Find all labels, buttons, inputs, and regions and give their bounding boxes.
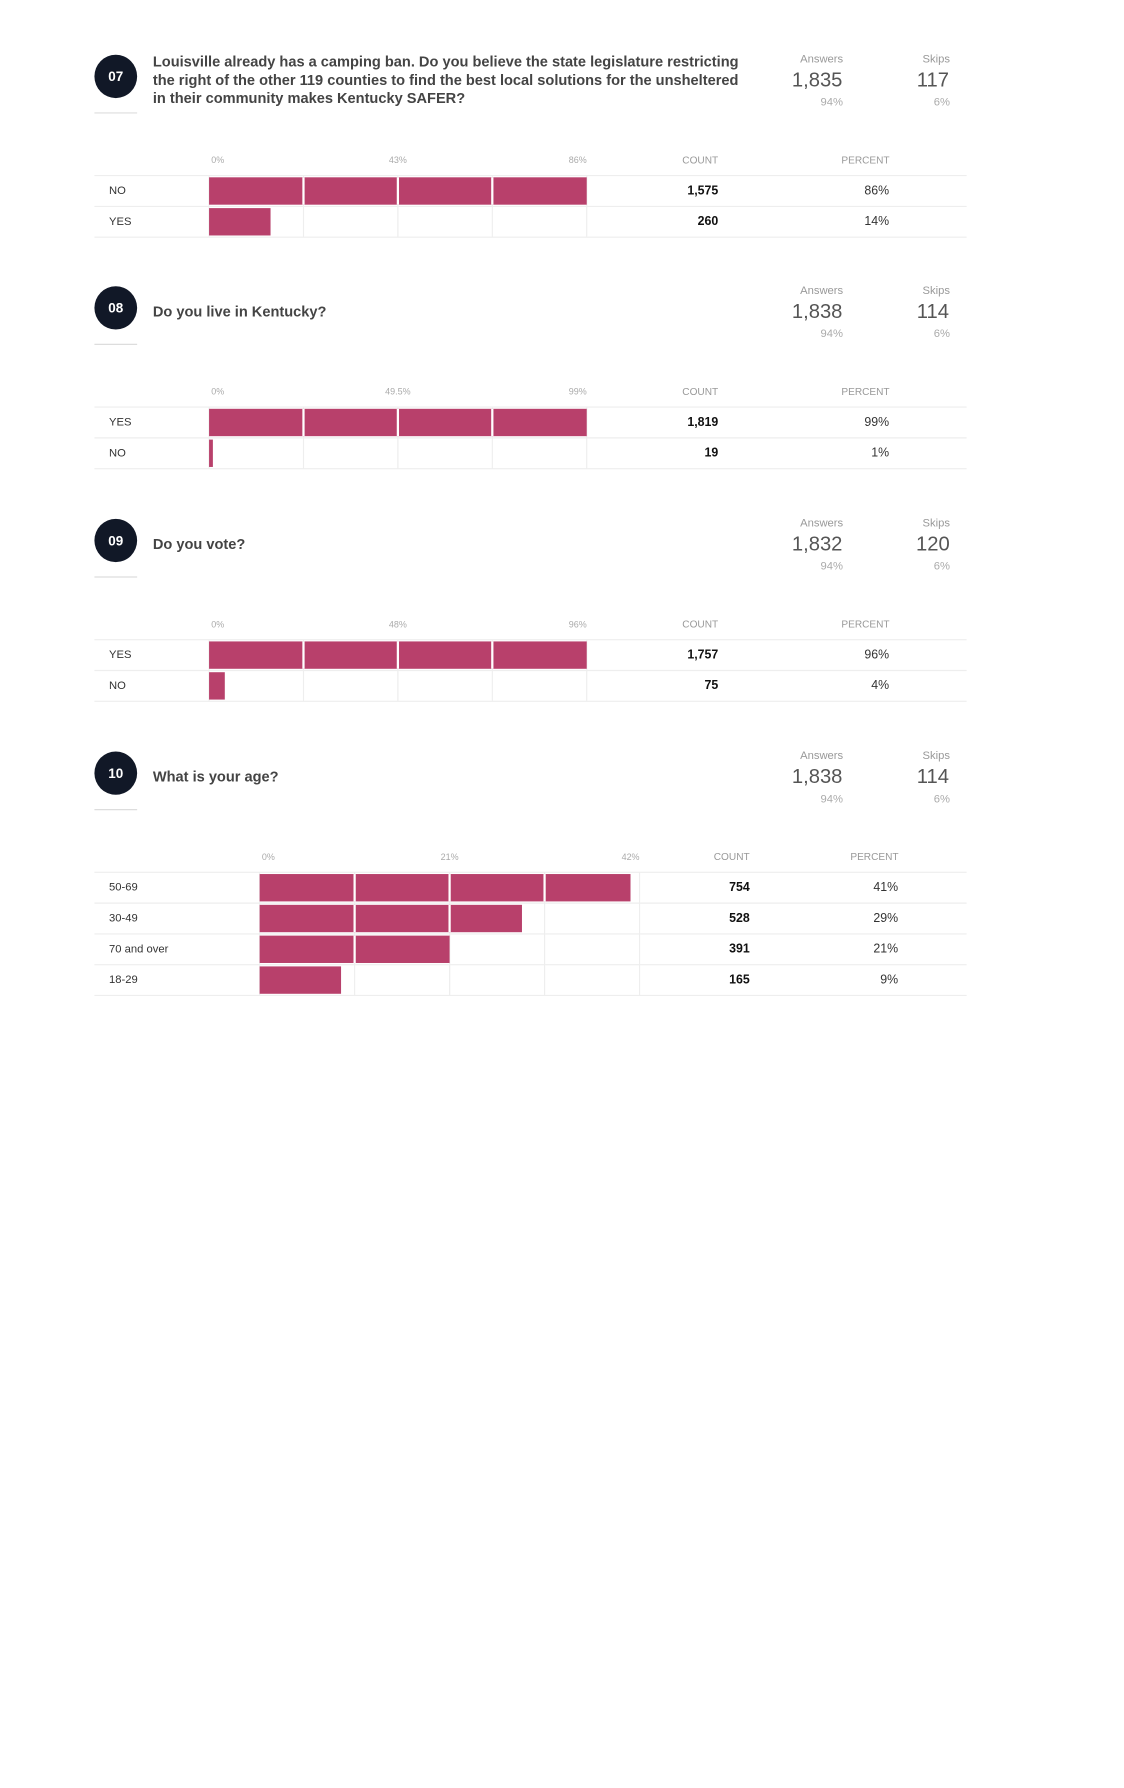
percent-value: 96% (864, 647, 889, 661)
question-text: Do you vote? (153, 537, 245, 553)
question-number: 10 (108, 766, 123, 781)
question-text: in their community makes Kentucky SAFER? (153, 91, 465, 107)
x-tick-label: 48% (389, 619, 407, 629)
answers-label: Answers (800, 750, 843, 762)
question-number: 09 (108, 533, 123, 548)
question-text: What is your age? (153, 770, 279, 786)
x-tick-label: 0% (211, 619, 224, 629)
count-value: 1,757 (687, 647, 718, 661)
count-header: COUNT (714, 852, 750, 863)
answers-percent: 94% (821, 97, 843, 109)
percent-value: 29% (873, 911, 898, 925)
answers-percent: 94% (821, 328, 843, 340)
count-value: 1,819 (687, 415, 718, 429)
x-tick-label: 21% (441, 852, 459, 862)
x-tick-label: 0% (262, 852, 275, 862)
count-value: 391 (729, 942, 750, 956)
skips-count: 114 (917, 766, 949, 788)
skips-percent: 6% (934, 328, 950, 340)
bar (259, 904, 522, 933)
skips-count: 117 (917, 69, 949, 91)
percent-value: 86% (864, 183, 889, 197)
x-tick-label: 96% (569, 619, 587, 629)
count-value: 165 (729, 972, 750, 986)
skips-count: 120 (916, 533, 950, 555)
percent-header: PERCENT (841, 387, 889, 398)
row-label: YES (109, 649, 132, 661)
question-badge (94, 286, 138, 330)
answers-label: Answers (800, 285, 843, 297)
row-label: YES (109, 416, 132, 428)
count-header: COUNT (682, 155, 718, 166)
percent-value: 41% (873, 880, 898, 894)
row-label: 30-49 (109, 912, 138, 924)
count-header: COUNT (682, 620, 718, 631)
x-tick-label: 49.5% (385, 387, 410, 397)
question-badge (94, 751, 138, 795)
answers-percent: 94% (821, 561, 843, 573)
answers-count: 1,832 (792, 533, 843, 555)
skips-percent: 6% (934, 97, 950, 109)
percent-header: PERCENT (850, 852, 898, 863)
percent-value: 99% (864, 415, 889, 429)
row-label: YES (109, 216, 132, 228)
answers-count: 1,835 (792, 69, 843, 91)
row-label: NO (109, 447, 126, 459)
bar (259, 874, 631, 902)
row-label: 70 and over (109, 943, 169, 955)
percent-value: 1% (871, 445, 889, 459)
bar (209, 439, 213, 467)
percent-value: 21% (873, 942, 898, 956)
percent-header: PERCENT (841, 620, 889, 631)
skips-label: Skips (923, 750, 951, 762)
skips-label: Skips (923, 285, 951, 297)
count-value: 528 (729, 911, 750, 925)
count-value: 1,575 (687, 183, 718, 197)
question-number: 08 (108, 301, 123, 316)
skips-percent: 6% (934, 793, 950, 805)
answers-count: 1,838 (792, 301, 843, 323)
count-value: 75 (704, 678, 718, 692)
question-text: Louisville already has a camping ban. Do… (153, 55, 739, 71)
bar (209, 208, 271, 236)
row-label: 50-69 (109, 882, 138, 894)
count-value: 260 (698, 214, 719, 228)
x-tick-label: 99% (569, 387, 587, 397)
question-badge (94, 54, 138, 99)
x-tick-label: 42% (622, 852, 640, 862)
percent-value: 4% (871, 678, 889, 692)
question-text: the right of the other 119 counties to f… (153, 73, 739, 89)
bar (209, 672, 225, 700)
bar (259, 966, 342, 994)
count-value: 754 (729, 880, 750, 894)
skips-count: 114 (917, 301, 949, 323)
row-label: 18-29 (109, 974, 138, 986)
x-tick-label: 0% (211, 155, 224, 165)
question-number: 07 (108, 69, 123, 84)
skips-percent: 6% (934, 561, 950, 573)
count-value: 19 (704, 445, 718, 459)
row-label: NO (109, 185, 126, 197)
answers-percent: 94% (821, 793, 843, 805)
question-badge (94, 518, 138, 563)
skips-label: Skips (923, 53, 951, 65)
answers-label: Answers (800, 517, 843, 529)
x-tick-label: 43% (389, 155, 407, 165)
question-text: Do you live in Kentucky? (153, 304, 327, 320)
percent-value: 9% (880, 972, 898, 986)
skips-label: Skips (923, 517, 951, 529)
answers-label: Answers (800, 53, 843, 65)
percent-header: PERCENT (841, 155, 889, 166)
answers-count: 1,838 (792, 766, 843, 788)
count-header: COUNT (682, 387, 718, 398)
x-tick-label: 0% (211, 387, 224, 397)
percent-value: 14% (864, 214, 889, 228)
x-tick-label: 86% (569, 155, 587, 165)
row-label: NO (109, 680, 126, 692)
